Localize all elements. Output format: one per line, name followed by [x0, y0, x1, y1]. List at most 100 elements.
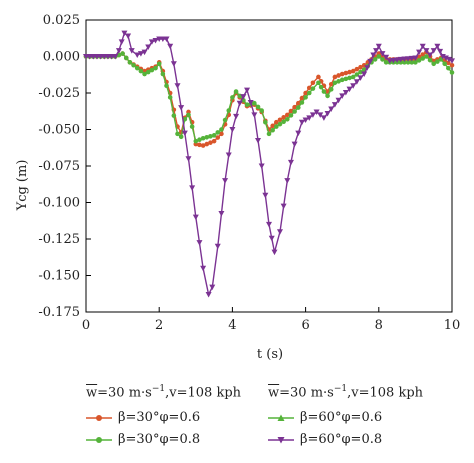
data-point [215, 130, 221, 135]
legend-item-beta60-phi08: β=60°φ=0.8 [268, 431, 382, 449]
data-point [302, 117, 309, 124]
data-point [394, 57, 401, 63]
data-point [219, 131, 224, 137]
data-point [189, 124, 195, 129]
data-point [342, 90, 349, 96]
data-point [152, 37, 159, 44]
data-point [127, 60, 133, 65]
data-point [412, 55, 419, 61]
data-point [178, 105, 185, 111]
data-point [153, 65, 158, 71]
data-point [339, 77, 345, 83]
data-point [397, 56, 404, 63]
data-point [277, 121, 283, 127]
data-point [208, 140, 213, 145]
data-point [287, 159, 294, 166]
data-point [131, 62, 136, 68]
data-point [259, 108, 264, 113]
data-point [230, 95, 235, 100]
data-point [321, 89, 327, 94]
data-point [298, 119, 305, 126]
y-tick-label: -0.150 [38, 269, 80, 284]
data-point [376, 54, 382, 59]
data-point [196, 240, 203, 246]
x-axis-label: t (s) [257, 347, 283, 362]
data-point [247, 99, 254, 106]
data-point [123, 55, 129, 61]
data-point [274, 124, 279, 129]
data-point [430, 48, 437, 54]
chart-series-layer [83, 30, 455, 298]
data-point [285, 112, 290, 118]
data-point [328, 87, 334, 92]
y-tick-label: -0.125 [38, 232, 80, 247]
data-point [361, 71, 368, 78]
data-point [328, 81, 334, 87]
data-point [208, 134, 213, 139]
data-point [419, 43, 426, 50]
data-point [266, 131, 272, 137]
data-point [276, 229, 283, 235]
data-point [274, 119, 279, 125]
legend-group-title: w=30 m·s−1,v=108 kph [268, 384, 423, 400]
data-point [299, 100, 305, 105]
x-tick-label: 2 [155, 318, 163, 333]
data-point [240, 94, 247, 100]
data-point [353, 79, 360, 85]
data-point [271, 249, 278, 256]
data-point [181, 130, 188, 137]
data-point [295, 130, 302, 137]
data-point [383, 60, 389, 65]
data-point [405, 60, 411, 65]
data-point [233, 113, 240, 120]
chart-legend: w=30 m·s−1,v=108 kph w=30 m·s−1,v=108 kp… [0, 378, 474, 463]
data-point [328, 106, 335, 113]
data-point [438, 57, 444, 62]
data-point [226, 108, 232, 113]
data-point [435, 59, 440, 64]
data-point [320, 115, 327, 121]
data-point [125, 33, 132, 40]
data-point [148, 39, 155, 45]
data-point [437, 48, 444, 55]
data-point [292, 109, 297, 114]
data-point [402, 60, 407, 65]
legend-title-tail: ,v=108 kph [165, 385, 242, 401]
data-point [185, 156, 192, 162]
data-point [386, 58, 393, 64]
series-3 [83, 30, 455, 298]
data-point [204, 141, 210, 147]
data-point [174, 83, 181, 89]
data-point [233, 89, 239, 94]
data-point [200, 135, 206, 141]
data-point [280, 203, 287, 210]
data-point [295, 100, 301, 106]
data-point [222, 117, 228, 123]
data-point [262, 192, 269, 199]
legend-label: β=60°φ=0.8 [300, 432, 383, 447]
data-point [252, 100, 257, 106]
triangle-up-marker-icon [268, 414, 294, 421]
data-point [346, 86, 353, 93]
series-1 [83, 51, 455, 144]
data-point [427, 57, 433, 63]
data-point [416, 58, 422, 63]
data-point [281, 115, 286, 120]
data-point [263, 119, 268, 125]
data-point [372, 57, 378, 62]
data-point [449, 58, 455, 64]
legend-group-title: w=30 m·s−1,v=108 kph [86, 384, 241, 400]
data-point [251, 112, 258, 118]
data-point [373, 48, 380, 54]
legend-title-w: w [268, 385, 280, 401]
data-point [291, 141, 298, 148]
data-point [200, 265, 207, 272]
data-point [197, 142, 202, 148]
data-point [209, 284, 216, 291]
data-point [364, 65, 371, 71]
data-point [193, 138, 199, 144]
data-point [332, 80, 338, 86]
data-point [200, 143, 206, 148]
data-point [120, 51, 125, 56]
data-point [214, 243, 221, 250]
